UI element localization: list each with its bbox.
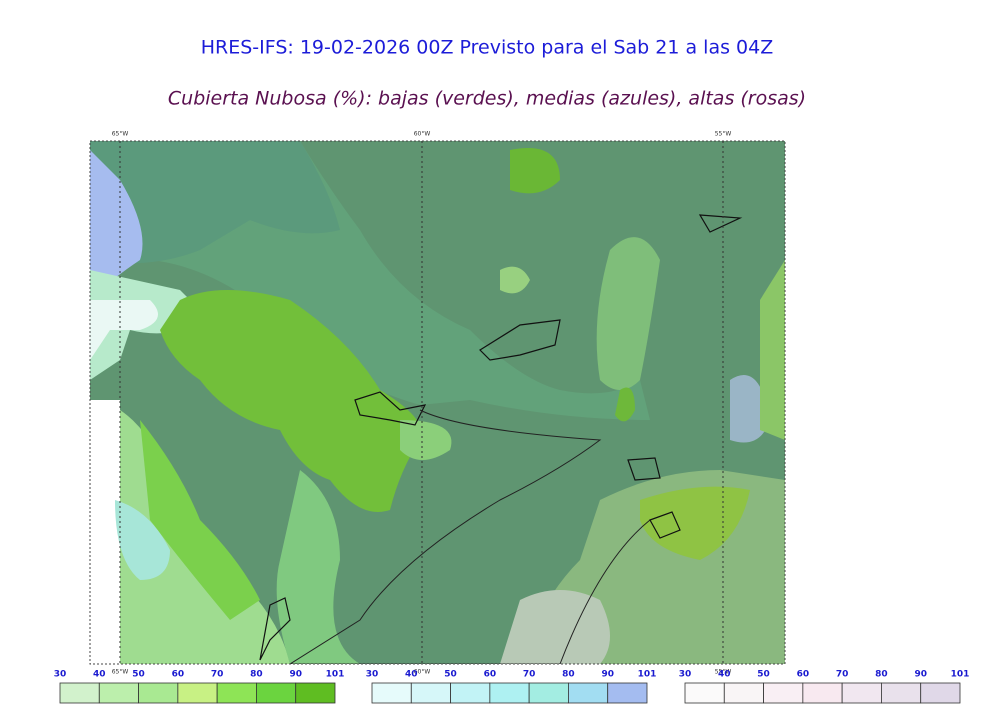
legend-tick-label: 30 — [366, 670, 379, 680]
legend-tick-label: 90 — [289, 670, 302, 680]
legend-swatch — [450, 682, 491, 704]
legend-tick-label: 90 — [914, 670, 927, 680]
legend-tick-label: 80 — [875, 670, 888, 680]
legend-swatch — [177, 682, 218, 704]
legend-tick-label: 40 — [405, 670, 418, 680]
map: 65°W 60°W 55°W 65°W 60°W 55°W — [89, 131, 786, 676]
legend-tick-label: 60 — [797, 670, 810, 680]
legend-tick-label: 70 — [836, 670, 849, 680]
legend-tick-label: 30 — [54, 670, 67, 680]
legend-swatch — [723, 682, 764, 704]
legend-swatch — [881, 682, 922, 704]
legend-tick-label: 80 — [562, 670, 575, 680]
legend-swatch — [920, 682, 961, 704]
legend-swatch — [489, 682, 530, 704]
legend-swatch — [528, 682, 569, 704]
legend-tick-label: 101 — [638, 670, 657, 680]
legend-tick-label: 101 — [951, 670, 970, 680]
legend-swatch — [410, 682, 451, 704]
title: HRES-IFS: 19-02-2026 00Z Previsto para e… — [201, 37, 774, 59]
legend-swatch — [684, 682, 725, 704]
legend-swatch — [841, 682, 882, 704]
longitude-label: 60°W — [414, 669, 431, 676]
legend-tick-label: 50 — [132, 670, 145, 680]
legend-tick-label: 70 — [211, 670, 224, 680]
legend-swatch — [59, 682, 100, 704]
legend-swatch — [98, 682, 139, 704]
longitude-label: 65°W — [112, 131, 129, 138]
legend-swatch — [138, 682, 179, 704]
legend-swatch — [763, 682, 804, 704]
legend-tick-label: 40 — [93, 670, 106, 680]
legend-swatch — [568, 682, 609, 704]
legend-tick-label: 70 — [523, 670, 536, 680]
longitude-label: 55°W — [715, 131, 732, 138]
legend-swatch — [295, 682, 336, 704]
legend-swatch — [216, 682, 257, 704]
legend-tick-label: 50 — [757, 670, 770, 680]
subtitle: Cubierta Nubosa (%): bajas (verdes), med… — [168, 88, 806, 110]
legends: 30 40 50 60 70 80 90 101 30 40 50 60 70 80 90 101 30 40 50… — [54, 670, 970, 704]
legend-swatch — [256, 682, 297, 704]
legend-tick-label: 50 — [444, 670, 457, 680]
longitude-label: 55°W — [715, 669, 732, 676]
legend-swatch — [371, 682, 412, 704]
legend-swatch — [802, 682, 843, 704]
legend-swatch — [607, 682, 648, 704]
legend-tick-label: 90 — [601, 670, 614, 680]
legend-tick-label: 60 — [484, 670, 497, 680]
longitude-label: 60°W — [414, 131, 431, 138]
legend-tick-label: 101 — [326, 670, 345, 680]
legend-tick-label: 80 — [250, 670, 263, 680]
longitude-label: 65°W — [112, 669, 129, 676]
legend-tick-label: 30 — [679, 670, 692, 680]
legend-tick-label: 40 — [718, 670, 731, 680]
legend-tick-label: 60 — [172, 670, 185, 680]
